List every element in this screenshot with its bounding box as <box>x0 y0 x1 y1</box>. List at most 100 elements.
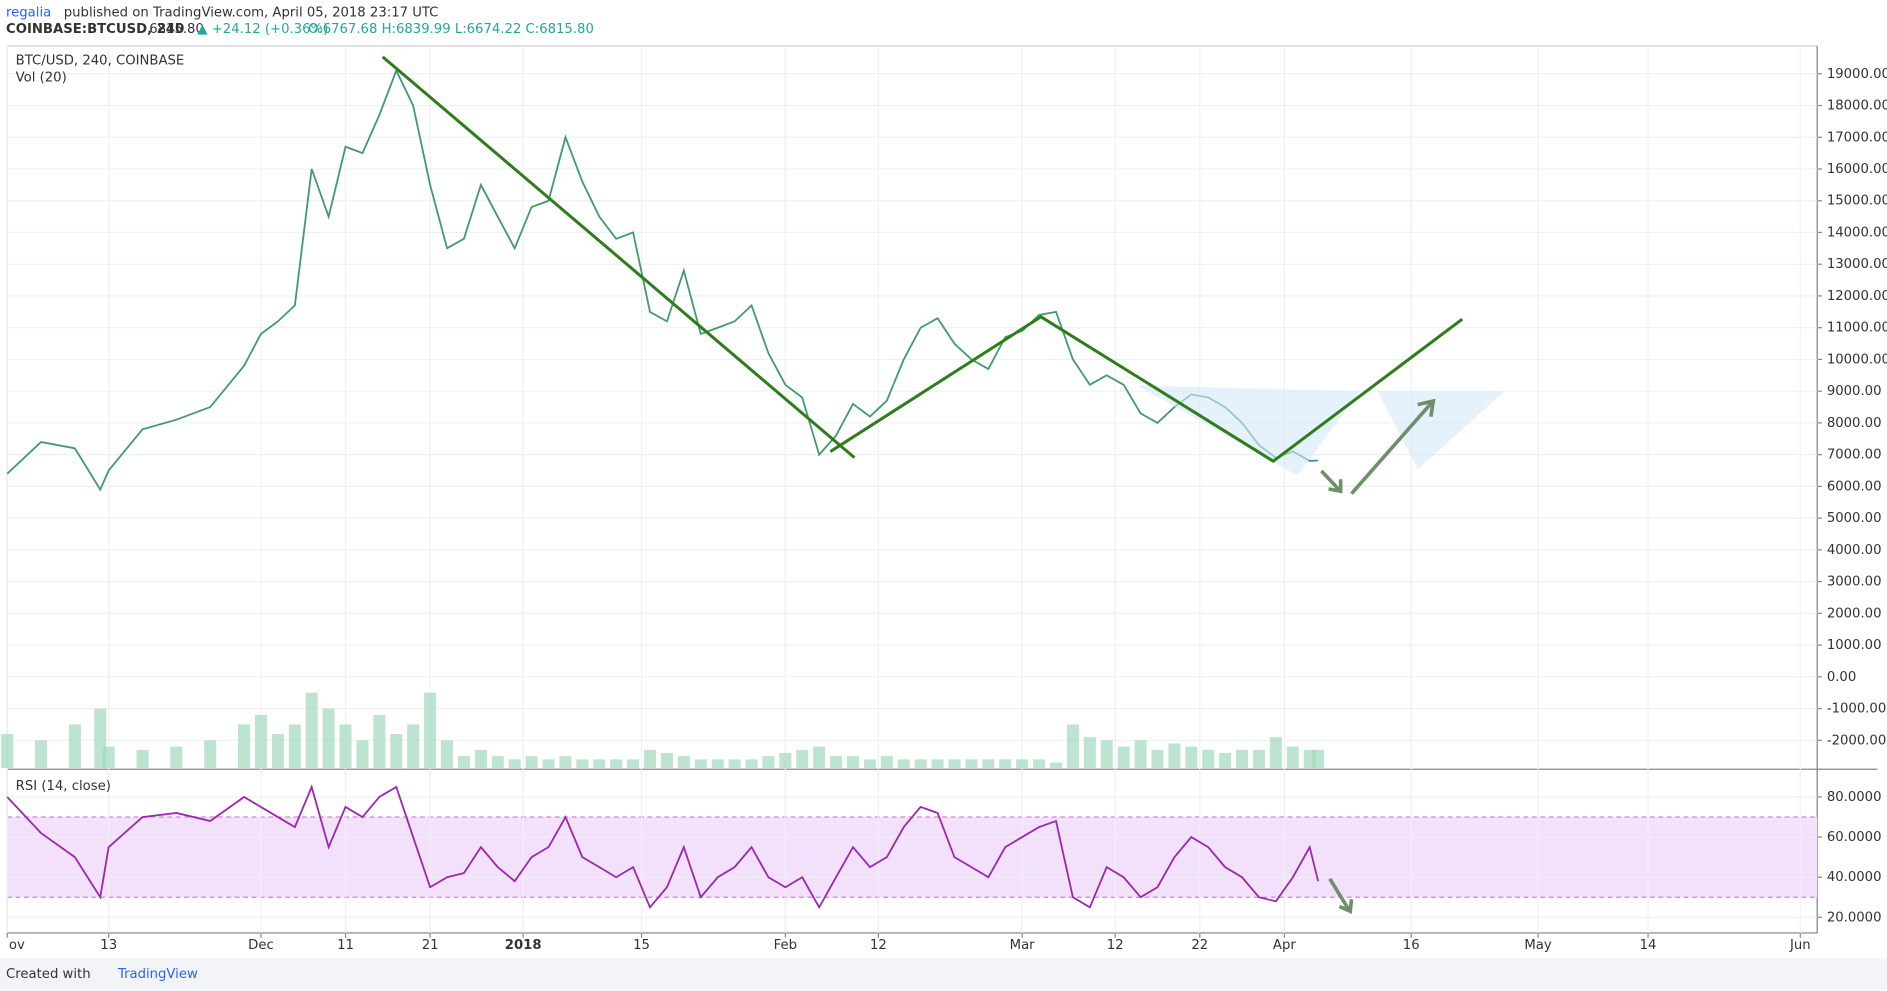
volume-bar <box>491 756 504 769</box>
volume-bar <box>880 756 893 769</box>
published: published on TradingView.com, April 05, … <box>64 5 439 20</box>
x-tick-label: 16 <box>1403 938 1420 953</box>
volume-bar <box>1100 740 1113 769</box>
rsi-band <box>7 817 1818 898</box>
arrows <box>1320 398 1436 914</box>
volume-bar <box>660 753 673 769</box>
x-tick-label: Dec <box>248 938 274 953</box>
y-tick-label: -2000.00 <box>1827 733 1886 748</box>
y-tick-label: 18000.00 <box>1827 99 1887 114</box>
volume-bar <box>559 756 572 769</box>
volume-bar <box>1117 746 1130 769</box>
volume-bar <box>68 724 81 769</box>
volume-bar <box>474 749 487 769</box>
symbol: COINBASE:BTCUSD, 240 <box>6 22 184 37</box>
volume-bar <box>711 759 724 769</box>
x-tick-label: 12 <box>870 938 887 953</box>
trendline <box>829 315 1464 464</box>
volume-bar <box>424 692 437 769</box>
y-tick-label: 13000.00 <box>1827 257 1887 272</box>
volume-bar <box>914 759 927 769</box>
volume-bar <box>407 724 420 769</box>
ohlc: O:6767.68 H:6839.99 L:6674.22 C:6815.80 <box>308 22 594 37</box>
volume-label: Vol (20) <box>16 70 67 85</box>
volume-bar <box>1049 762 1063 769</box>
volume-bar <box>1219 753 1232 769</box>
y-tick-label: 17000.00 <box>1827 130 1887 145</box>
volume-bar <box>931 759 944 769</box>
volume-bar <box>102 746 115 769</box>
volume-bar <box>1202 749 1215 769</box>
volume-bar <box>897 759 910 769</box>
footer-created: Created with <box>6 967 91 982</box>
volume-bar <box>999 759 1012 769</box>
y-tick-label: 15000.00 <box>1827 194 1887 209</box>
chart-title: BTC/USD, 240, COINBASE <box>16 53 185 68</box>
volume-bar <box>728 759 741 769</box>
volume-bar <box>288 724 301 769</box>
volume-bar <box>1252 749 1265 769</box>
y-tick-label: 3000.00 <box>1827 575 1882 590</box>
volume-bar <box>965 759 978 769</box>
footer-brand[interactable]: TradingView <box>117 967 198 982</box>
y-tick-label: 2000.00 <box>1827 606 1882 621</box>
y2-tick-label: 80.0000 <box>1827 790 1882 805</box>
volume-bar <box>796 749 809 769</box>
volume-bar <box>1134 740 1147 769</box>
pattern-triangle <box>1377 391 1505 470</box>
y2-tick-label: 20.0000 <box>1827 910 1882 925</box>
author[interactable]: regalia <box>6 5 51 20</box>
x-tick-label: 12 <box>1107 938 1124 953</box>
volume-bar <box>1312 749 1325 769</box>
rsi-label: RSI (14, close) <box>16 779 111 794</box>
volume-bar <box>238 724 251 769</box>
volume-bar <box>390 733 403 769</box>
volume-bar <box>136 749 149 769</box>
volume-bar <box>339 724 352 769</box>
y-tick-label: 6000.00 <box>1827 479 1882 494</box>
volume-bar <box>1033 759 1046 769</box>
x-tick-label: May <box>1524 938 1552 953</box>
volume-bar <box>694 759 707 769</box>
volume-bar <box>982 759 995 769</box>
y-tick-label: 12000.00 <box>1827 289 1887 304</box>
change: ▲ +24.12 (+0.36%) <box>197 22 328 37</box>
volume-bar <box>863 759 876 769</box>
volume-bar <box>627 759 640 769</box>
y2-tick-label: 40.0000 <box>1827 870 1882 885</box>
pattern-triangle <box>1137 385 1360 476</box>
volume-bar <box>1016 759 1029 769</box>
volume-bar <box>1168 743 1181 769</box>
volume-bar <box>1083 737 1096 769</box>
volume-bar <box>542 759 555 769</box>
volume-bar <box>1151 749 1164 769</box>
x-tick-label: Mar <box>1010 938 1036 953</box>
x-tick-label: 15 <box>633 938 650 953</box>
volume-bar <box>830 756 843 769</box>
y-tick-label: 10000.00 <box>1827 352 1887 367</box>
volume-bar <box>1 733 14 769</box>
price-line <box>6 68 1319 492</box>
volume-bar <box>254 714 267 769</box>
y-tick-label: 14000.00 <box>1827 225 1887 240</box>
volume-bar <box>1286 746 1299 769</box>
y-tick-label: 11000.00 <box>1827 321 1887 336</box>
volume-bar <box>373 714 386 769</box>
y2-tick-label: 60.0000 <box>1827 830 1882 845</box>
x-tick-label: 14 <box>1640 938 1657 953</box>
volume-bar <box>204 740 217 769</box>
y-tick-label: 19000.00 <box>1827 67 1887 82</box>
y-tick-label: 4000.00 <box>1827 543 1882 558</box>
y-tick-label: 8000.00 <box>1827 416 1882 431</box>
volume-bar <box>745 759 758 769</box>
volume-bar <box>677 756 690 769</box>
volume-bar <box>643 749 657 769</box>
volume-bar <box>356 740 369 769</box>
volume-bar <box>1185 746 1198 769</box>
volume-bar <box>948 759 961 769</box>
y-tick-label: 1000.00 <box>1827 638 1882 653</box>
y-tick-label: 7000.00 <box>1827 448 1882 463</box>
y-tick-label: 5000.00 <box>1827 511 1882 526</box>
x-tick-label: 2018 <box>505 938 542 953</box>
